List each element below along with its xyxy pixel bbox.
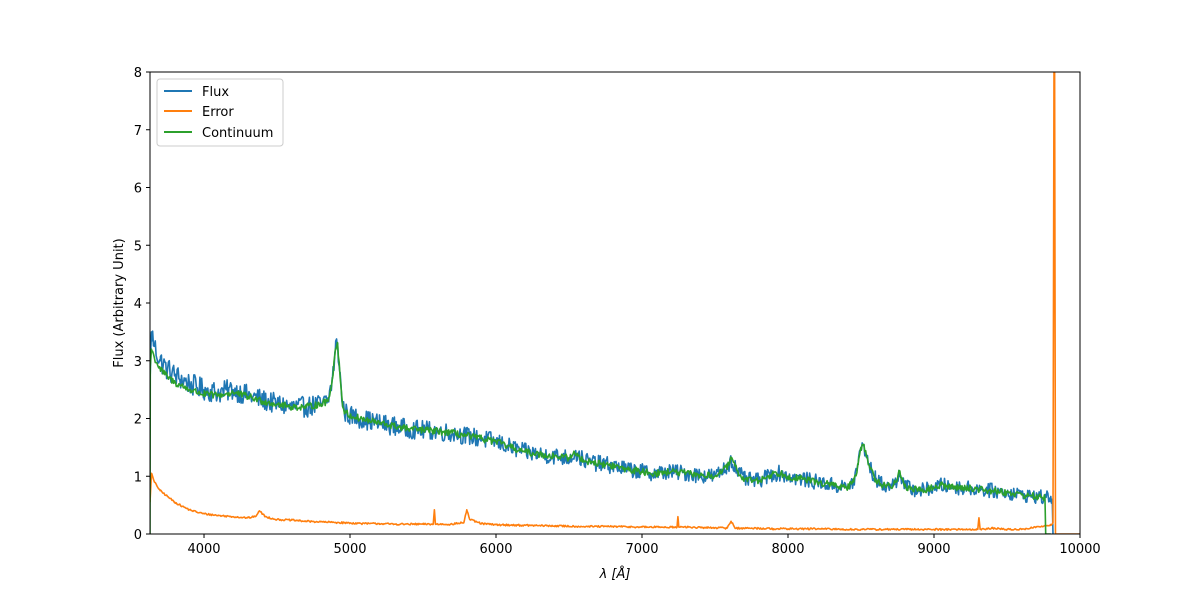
legend: Flux Error Continuum	[156, 78, 284, 147]
y-tick-label: 2	[134, 413, 142, 428]
x-tick-label: 7000	[625, 542, 658, 557]
series-line-continuum	[150, 341, 1052, 534]
y-tick-label: 6	[134, 182, 142, 197]
legend-box	[156, 78, 284, 147]
y-tick-label: 4	[134, 297, 142, 312]
y-tick-label: 5	[134, 239, 142, 254]
x-axis: 4000 5000 6000 7000 8000 9000 10000	[187, 534, 1101, 557]
series-layer	[150, 72, 1080, 534]
y-axis-label: Flux (Arbitrary Unit)	[112, 238, 127, 367]
y-tick-label: 1	[134, 470, 142, 485]
x-tick-label: 8000	[771, 542, 804, 557]
y-tick-label: 8	[134, 66, 142, 81]
x-tick-label: 10000	[1059, 542, 1100, 557]
y-tick-label: 0	[134, 528, 142, 543]
legend-label-flux: Flux	[202, 85, 229, 100]
y-tick-label: 3	[134, 355, 142, 370]
legend-label-continuum: Continuum	[202, 126, 273, 141]
legend-label-error: Error	[202, 105, 234, 120]
series-line-error	[150, 72, 1080, 534]
y-axis: 0 1 2 3 4 5 6 7 8	[134, 66, 150, 543]
y-tick-label: 7	[134, 124, 142, 139]
x-axis-label: λ [Å]	[599, 566, 631, 582]
x-tick-label: 6000	[479, 542, 512, 557]
x-tick-label: 4000	[187, 542, 220, 557]
x-tick-label: 5000	[333, 542, 366, 557]
x-tick-label: 9000	[917, 542, 950, 557]
